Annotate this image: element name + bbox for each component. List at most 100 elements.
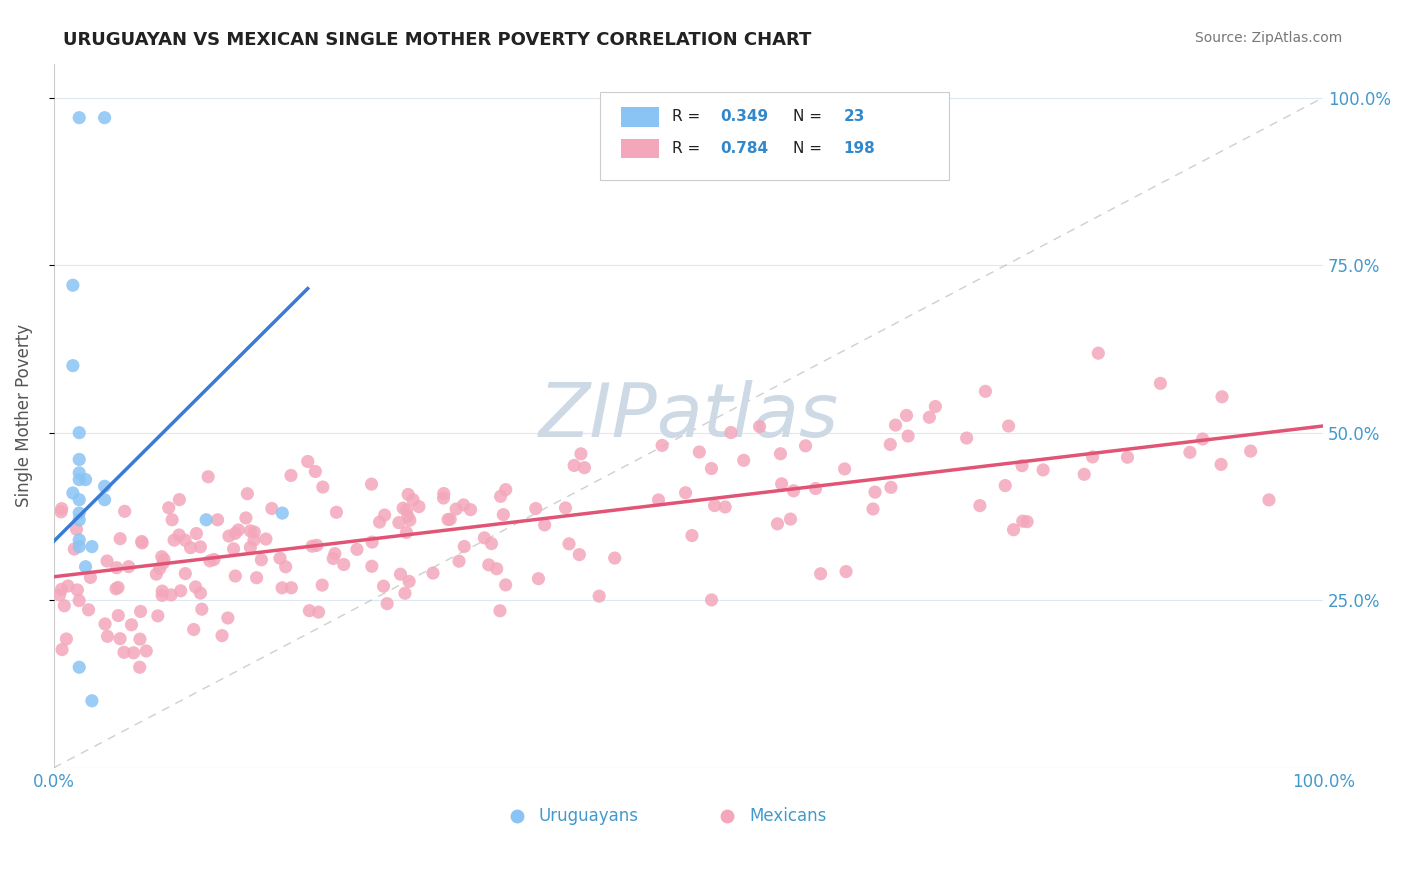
Point <box>1011 514 1033 528</box>
Bar <box>621 138 659 159</box>
Point <box>218 529 240 543</box>
Point <box>222 541 245 556</box>
Point <box>157 500 180 515</box>
Point <box>1209 458 1232 472</box>
Point <box>94 616 117 631</box>
Point <box>298 604 321 618</box>
Point <box>651 438 673 452</box>
Point <box>160 588 183 602</box>
Point <box>880 480 903 494</box>
Point <box>835 565 858 579</box>
Point <box>228 523 250 537</box>
Point <box>183 623 205 637</box>
Point <box>997 419 1019 434</box>
Point <box>568 548 591 562</box>
Point <box>77 603 100 617</box>
Point <box>202 552 225 566</box>
Point <box>93 111 115 125</box>
Point <box>1211 390 1233 404</box>
Point <box>495 578 517 592</box>
Point <box>131 536 153 550</box>
Point <box>1017 515 1039 529</box>
Point <box>395 503 418 517</box>
Point <box>863 485 886 500</box>
Point <box>55 632 77 646</box>
Point <box>388 516 411 530</box>
Point <box>398 513 420 527</box>
Point <box>49 505 72 519</box>
Point <box>862 502 884 516</box>
Point <box>160 513 183 527</box>
Point <box>492 508 515 522</box>
Point <box>688 445 710 459</box>
Point <box>236 486 259 500</box>
Text: 0.784: 0.784 <box>720 141 768 156</box>
Point <box>675 485 697 500</box>
Point <box>396 509 419 524</box>
Point <box>51 501 73 516</box>
Point <box>66 582 89 597</box>
Text: R =: R = <box>672 141 706 156</box>
Point <box>121 617 143 632</box>
Point <box>714 500 737 514</box>
Point <box>373 579 395 593</box>
Point <box>150 549 173 564</box>
Point <box>332 558 354 572</box>
Point <box>533 517 555 532</box>
Point <box>444 502 467 516</box>
Point <box>118 559 141 574</box>
Point <box>79 570 101 584</box>
Point <box>994 478 1017 492</box>
Text: Source: ZipAtlas.com: Source: ZipAtlas.com <box>1195 31 1343 45</box>
Point <box>186 526 208 541</box>
Point <box>489 489 512 503</box>
Point <box>325 505 347 519</box>
Point <box>956 431 979 445</box>
Point <box>1178 445 1201 459</box>
Point <box>360 477 382 491</box>
Point <box>67 593 90 607</box>
Point <box>105 560 128 574</box>
Text: ZIPatlas: ZIPatlas <box>538 380 838 452</box>
Point <box>1081 450 1104 464</box>
Point <box>197 469 219 483</box>
Point <box>184 580 207 594</box>
Point <box>135 644 157 658</box>
Point <box>402 492 425 507</box>
Point <box>235 511 257 525</box>
Point <box>67 452 90 467</box>
Point <box>524 501 547 516</box>
Point <box>129 632 152 647</box>
Point <box>107 581 129 595</box>
Point <box>198 554 221 568</box>
Point <box>80 694 103 708</box>
Point <box>305 538 328 552</box>
Point <box>1149 376 1171 391</box>
Point <box>346 542 368 557</box>
Point <box>311 578 333 592</box>
Point <box>437 512 460 526</box>
Point <box>65 522 87 536</box>
Point <box>108 532 131 546</box>
Point <box>96 629 118 643</box>
Point <box>163 533 186 548</box>
Point <box>588 589 610 603</box>
Point <box>918 410 941 425</box>
Point <box>782 483 804 498</box>
Point <box>389 567 412 582</box>
Point <box>569 447 592 461</box>
Point <box>239 524 262 538</box>
Point <box>67 513 90 527</box>
Point <box>770 476 793 491</box>
Point <box>107 608 129 623</box>
Point <box>67 506 90 520</box>
Point <box>62 278 84 293</box>
Point <box>408 500 430 514</box>
Point <box>191 602 214 616</box>
Point <box>748 419 770 434</box>
Point <box>150 588 173 602</box>
Point <box>733 453 755 467</box>
Point <box>75 473 97 487</box>
Point <box>810 566 832 581</box>
Point <box>794 439 817 453</box>
